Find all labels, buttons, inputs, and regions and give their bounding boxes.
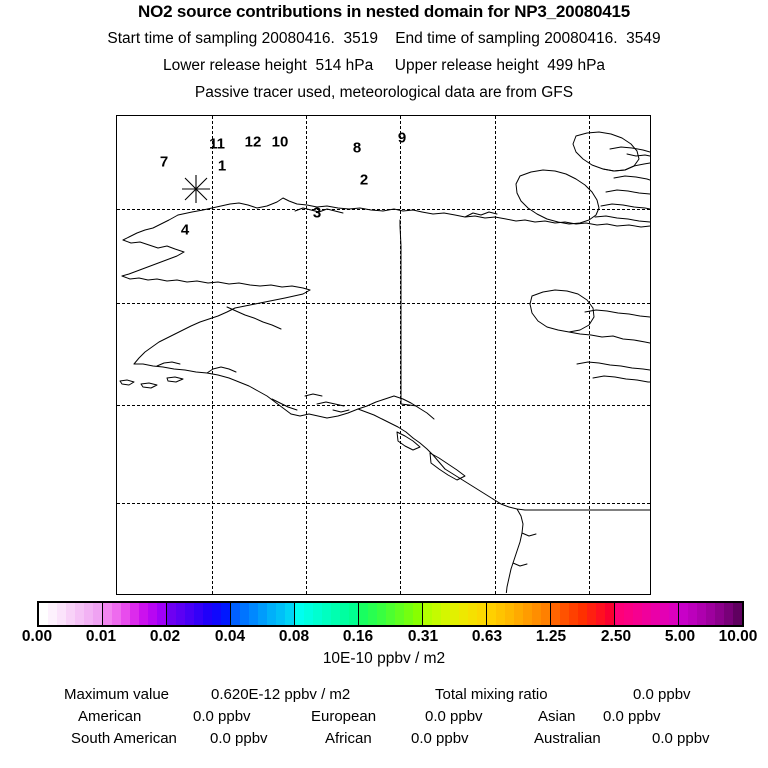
upper-release-height-label: Upper release height 499 hPa — [394, 57, 606, 74]
colorbar-tick-11: 10.00 — [718, 628, 758, 645]
maximum-value: 0.620E-12 ppbv / m2 — [211, 686, 351, 703]
region-label-australian: Australian — [534, 730, 601, 747]
map-marker-1: 1 — [217, 157, 227, 175]
colorbar-tick-5: 0.16 — [342, 628, 374, 645]
gridline-vertical — [306, 116, 307, 594]
start-time-label: Start time of sampling 20080416. 3519 — [107, 30, 378, 47]
map-marker-11: 11 — [209, 135, 225, 153]
gridline-vertical — [495, 116, 496, 594]
time-line-spacer — [378, 30, 395, 47]
sampling-time-line: Start time of sampling 20080416. 3519 En… — [0, 30, 768, 48]
colorbar-segment — [103, 603, 167, 625]
map-marker-7: 7 — [159, 153, 169, 171]
region-label-european: European — [311, 708, 377, 725]
region-value-australian: 0.0 ppbv — [652, 730, 710, 747]
colorbar-tick-10: 5.00 — [664, 628, 696, 645]
region-value-african: 0.0 ppbv — [411, 730, 469, 747]
region-label-asian: Asian — [538, 708, 576, 725]
map-marker-3: 3 — [312, 204, 322, 222]
colorbar-tick-4: 0.08 — [278, 628, 310, 645]
colorbar-segment — [39, 603, 103, 625]
colorbar-segment — [167, 603, 231, 625]
gridline-horizontal — [117, 405, 650, 406]
end-time-label: End time of sampling 20080416. 3549 — [395, 30, 661, 47]
gridline-horizontal — [117, 303, 650, 304]
map-marker-8: 8 — [352, 139, 362, 157]
colorbar-segment — [295, 603, 359, 625]
colorbar-tick-2: 0.02 — [149, 628, 181, 645]
lower-release-height-label: Lower release height 514 hPa — [162, 57, 374, 74]
release-site-marker — [182, 175, 210, 203]
colorbar[interactable] — [37, 601, 744, 627]
region-value-american: 0.0 ppbv — [193, 708, 251, 725]
gridline-horizontal — [117, 209, 650, 210]
colorbar-segment — [615, 603, 679, 625]
colorbar-tick-8: 1.25 — [535, 628, 567, 645]
colorbar-segment — [551, 603, 615, 625]
region-value-european: 0.0 ppbv — [425, 708, 483, 725]
colorbar-tick-3: 0.04 — [214, 628, 246, 645]
map-plot-panel[interactable]: 7 11 12 10 1 8 9 2 3 4 — [116, 115, 651, 595]
height-line-spacer — [373, 57, 395, 74]
colorbar-segment — [487, 603, 551, 625]
colorbar-segment — [423, 603, 487, 625]
footer-row-regions-2: South American 0.0 ppbv African 0.0 ppbv… — [0, 730, 768, 752]
region-value-south-american: 0.0 ppbv — [210, 730, 268, 747]
region-value-asian: 0.0 ppbv — [603, 708, 661, 725]
region-label-south-american: South American — [71, 730, 177, 747]
colorbar-tick-9: 2.50 — [600, 628, 632, 645]
total-mixing-ratio-value: 0.0 ppbv — [633, 686, 691, 703]
maximum-value-label: Maximum value — [64, 686, 170, 703]
colorbar-segment — [231, 603, 295, 625]
colorbar-tick-7: 0.63 — [471, 628, 503, 645]
map-marker-2: 2 — [359, 171, 369, 189]
gridline-horizontal — [117, 503, 650, 504]
map-marker-4: 4 — [180, 221, 190, 239]
colorbar-tick-labels: 0.00 0.01 0.02 0.04 0.08 0.16 0.31 0.63 … — [0, 628, 768, 648]
footer-row-regions-1: American 0.0 ppbv European 0.0 ppbv Asia… — [0, 708, 768, 730]
region-label-african: African — [325, 730, 372, 747]
gridline-vertical — [589, 116, 590, 594]
map-marker-12: 12 — [244, 133, 262, 151]
coastline-overlay — [119, 131, 650, 593]
colorbar-axis-label: 10E-10 ppbv / m2 — [322, 650, 446, 667]
colorbar-gradient — [37, 601, 744, 627]
page-title: NO2 source contributions in nested domai… — [138, 2, 630, 21]
colorbar-tick-6: 0.31 — [407, 628, 439, 645]
total-mixing-ratio-label: Total mixing ratio — [435, 686, 548, 703]
release-height-line: Lower release height 514 hPa Upper relea… — [0, 57, 768, 75]
footer-row-maximum: Maximum value 0.620E-12 ppbv / m2 Total … — [0, 686, 768, 708]
tracer-note: Passive tracer used, meteorological data… — [194, 84, 574, 101]
colorbar-segment — [359, 603, 423, 625]
region-label-american: American — [78, 708, 142, 725]
colorbar-tick-0: 0.00 — [21, 628, 53, 645]
colorbar-segment — [679, 603, 742, 625]
summary-footer: Maximum value 0.620E-12 ppbv / m2 Total … — [0, 686, 768, 752]
colorbar-tick-1: 0.01 — [85, 628, 117, 645]
map-marker-9: 9 — [397, 129, 407, 147]
map-marker-10: 10 — [271, 133, 289, 151]
gridline-vertical — [212, 116, 213, 594]
